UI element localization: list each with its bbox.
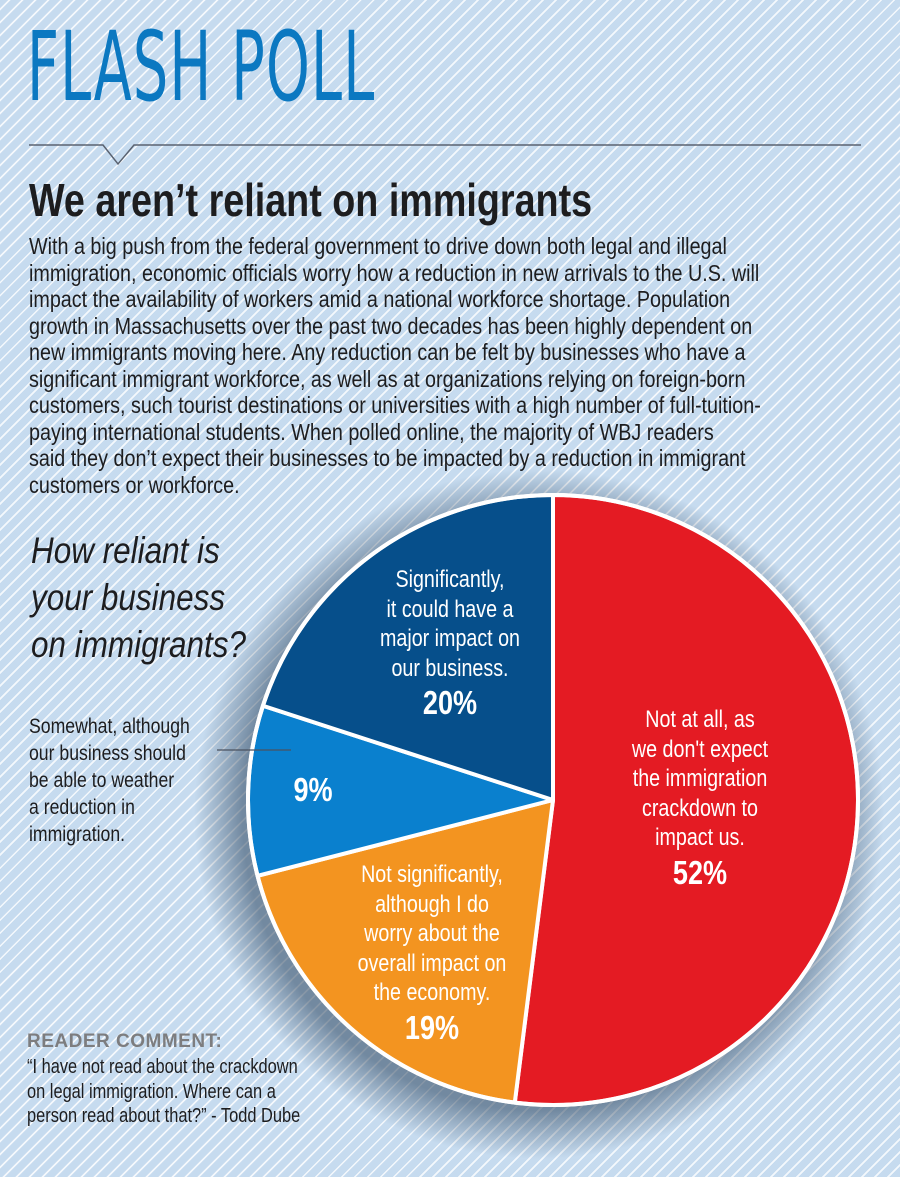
slice-label-line: the immigration [632,765,768,792]
somewhat-label-line: a reduction in [29,796,135,819]
slice-value-label: 9% [293,771,333,808]
slice-label-line: although I do [375,890,489,918]
somewhat-slice-label: Somewhat, although our business should b… [29,713,190,848]
slice-value-label: 19% [404,1008,460,1046]
slice-label-line: Significantly, [395,566,505,593]
somewhat-label-line: Somewhat, although [29,715,190,738]
poll-question: How reliant is your business on immigran… [31,527,246,668]
slice-label-not-significantly: Not significantly, although I do worry abo… [358,860,507,1048]
body-line: impact the availability of workers amid … [29,286,731,312]
pie-outline [246,493,860,1107]
slice-label-significantly: Significantly, it could have a major impac… [380,565,520,723]
body-line: customers, such tourist destinations or … [29,392,761,418]
slice-label-line: impact us. [655,824,745,851]
slice-value-label: 52% [672,853,728,891]
body-line: With a big push from the federal governm… [29,233,727,259]
body-line: paying international students. When poll… [29,418,714,445]
somewhat-label-line: our business should [29,742,186,765]
reader-comment-heading: READER COMMENT: [27,1031,223,1052]
body-line: significant immigrant workforce, as well… [29,365,746,392]
question-line: How reliant is [31,530,220,571]
slice-label-line: overall impact on [357,949,507,977]
slice-label-not-at-all: Not at all, as we don't expect the immigra… [632,705,768,893]
question-line: on immigrants? [31,624,246,665]
slice-label-line: we don't expect [631,735,769,763]
quote-line: person read about that?” - Todd Dube [27,1105,301,1127]
body-text: With a big push from the federal governm… [29,233,869,498]
body-line: new immigrants moving here. Any reductio… [29,339,746,365]
slice-label-line: Not at all, as [645,706,755,733]
quote-line: on legal immigration. Where can a [27,1080,276,1103]
slice-label-line: crackdown to [642,794,758,822]
body-line: said they don’t expect their businesses … [29,445,746,471]
body-line: immigration, economic officials worry ho… [29,259,760,286]
slice-value-label: 20% [422,684,478,721]
header-divider [29,144,861,166]
quote-line: “I have not read about the crackdown [27,1056,298,1078]
somewhat-label-line: be able to weather [29,769,175,792]
slice-label-line: major impact on [379,625,521,652]
slice-label-somewhat: 9% [293,770,332,810]
headline: We aren’t reliant on immigrants [29,174,593,226]
slice-label-line: the economy. [373,979,491,1006]
slice-label-line: worry about the [364,920,500,947]
section-title: FLASH POLL [27,11,376,123]
reader-comment-quote: “I have not read about the crackdown on … [27,1055,300,1129]
question-line: your business [31,577,226,618]
slice-label-line: our business. [391,654,509,682]
somewhat-label-line: immigration. [29,823,126,846]
body-line: customers or workforce. [29,471,240,498]
slice-label-line: it could have a [386,595,514,623]
slice-label-line: Not significantly, [361,861,503,888]
body-line: growth in Massachusetts over the past tw… [29,312,753,339]
divider-caret-line [29,144,861,166]
